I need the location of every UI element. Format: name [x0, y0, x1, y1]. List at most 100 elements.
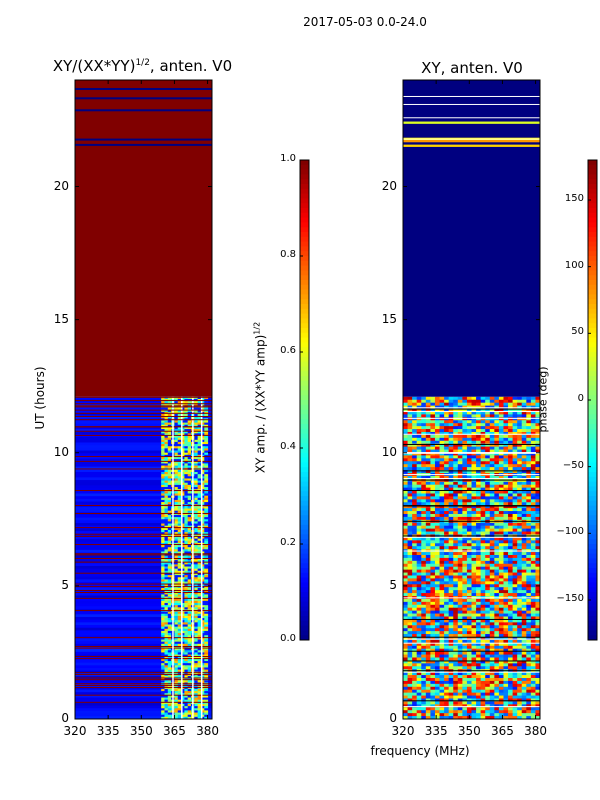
heatmap-cell: [494, 499, 500, 503]
heatmap-cell: [535, 525, 541, 530]
heatmap-cell: [521, 631, 527, 635]
heatmap-cell: [416, 543, 422, 547]
heatmap-cell: [430, 449, 436, 453]
heatmap-cell: [430, 604, 436, 609]
heatmap-cell: [489, 399, 495, 404]
heatmap-cell: [512, 440, 518, 445]
heatmap-cell: [164, 465, 169, 469]
heatmap-cell: [439, 481, 445, 486]
heatmap-cell: [197, 572, 202, 576]
heatmap-cell: [181, 523, 185, 527]
heatmap-cell: [167, 538, 172, 542]
heatmap-cell: [434, 619, 441, 623]
heatmap-cell: [181, 615, 185, 619]
heatmap-cell: [485, 455, 491, 459]
heatmap-cell: [439, 516, 445, 521]
heatmap-cell: [184, 618, 189, 621]
heatmap-cell: [503, 610, 509, 615]
heatmap-cell: [471, 540, 477, 544]
heatmap-cell: [466, 607, 472, 612]
heatmap-cell: [421, 613, 427, 617]
heatmap-cell: [471, 481, 477, 486]
heatmap-cell: [521, 563, 527, 568]
heatmap-cell: [466, 446, 472, 451]
heatmap-cell: [453, 619, 459, 623]
heatmap-cell: [457, 467, 463, 471]
heatmap-cell: [164, 658, 169, 662]
heatmap-row: [75, 458, 212, 462]
heatmap-cell: [430, 598, 436, 603]
heatmap-cell: [448, 443, 454, 448]
heatmap-cell: [407, 554, 413, 559]
heatmap-row: [75, 700, 212, 704]
heatmap-cell: [164, 673, 169, 677]
heatmap-cell: [466, 396, 472, 401]
heatmap-cell: [444, 513, 450, 518]
heatmap-cell: [503, 481, 509, 486]
heatmap-cell: [517, 458, 523, 462]
heatmap-cell: [194, 549, 199, 552]
heatmap-cell: [181, 472, 185, 475]
heatmap-cell: [167, 465, 172, 469]
heatmap-cell: [434, 546, 441, 550]
heatmap-cell: [412, 481, 418, 486]
heatmap-cell: [164, 456, 169, 460]
heatmap-cell: [187, 444, 192, 447]
heatmap-cell: [480, 499, 486, 503]
heatmap-cell: [489, 431, 495, 436]
heatmap-cell: [517, 593, 523, 597]
heatmap-cell: [457, 540, 463, 544]
heatmap-cell: [421, 587, 427, 591]
heatmap-cell: [498, 446, 504, 451]
heatmap-cell: [167, 706, 172, 709]
heatmap-cell: [184, 491, 189, 494]
heatmap-cell: [439, 622, 445, 626]
heatmap-cell: [164, 626, 169, 630]
heatmap-row: [75, 477, 212, 481]
heatmap-row: [75, 463, 212, 468]
heatmap-cell: [521, 639, 527, 644]
heatmap-cell: [462, 458, 468, 462]
heatmap-cell: [200, 622, 205, 625]
heatmap-cell: [161, 618, 165, 621]
heatmap-cell: [498, 484, 504, 489]
heatmap-cell: [471, 449, 477, 453]
heatmap-row: [75, 579, 212, 583]
heatmap-cell: [425, 455, 431, 459]
heatmap-cell: [425, 528, 431, 533]
heatmap-cell: [462, 642, 468, 647]
heatmap-cell: [161, 461, 165, 464]
heatmap-cell: [407, 543, 413, 547]
heatmap-cell: [508, 642, 514, 647]
heatmap-cell: [184, 420, 189, 424]
heatmap-cell: [187, 497, 192, 501]
heatmap-cell: [535, 470, 541, 474]
heatmap-cell: [187, 536, 192, 540]
heatmap-cell: [197, 566, 202, 570]
heatmap-cell: [200, 484, 205, 488]
heatmap-artifact-line: [75, 460, 212, 462]
heatmap-cell: [204, 603, 209, 606]
heatmap-cell: [407, 578, 413, 582]
heatmap-cell: [503, 628, 509, 632]
heatmap-cell: [184, 534, 189, 537]
heatmap-cell: [434, 590, 441, 594]
heatmap-cell: [412, 399, 418, 404]
heatmap-cell: [521, 522, 527, 527]
heatmap-cell: [407, 531, 413, 535]
heatmap-cell: [476, 619, 482, 623]
heatmap-cell: [204, 620, 209, 623]
heatmap-cell: [462, 429, 468, 433]
heatmap-cell: [489, 464, 495, 468]
heatmap-cell: [508, 443, 514, 448]
heatmap-cell: [407, 607, 413, 612]
heatmap-cell: [407, 414, 413, 418]
heatmap-cell: [197, 444, 202, 447]
heatmap-cell: [489, 546, 495, 550]
heatmap-cell: [512, 587, 518, 591]
heatmap-cell: [174, 686, 179, 690]
heatmap-cell: [197, 663, 202, 666]
heatmap-cell: [503, 645, 509, 650]
heatmap-cell: [471, 475, 477, 480]
heatmap-cell: [403, 601, 409, 606]
